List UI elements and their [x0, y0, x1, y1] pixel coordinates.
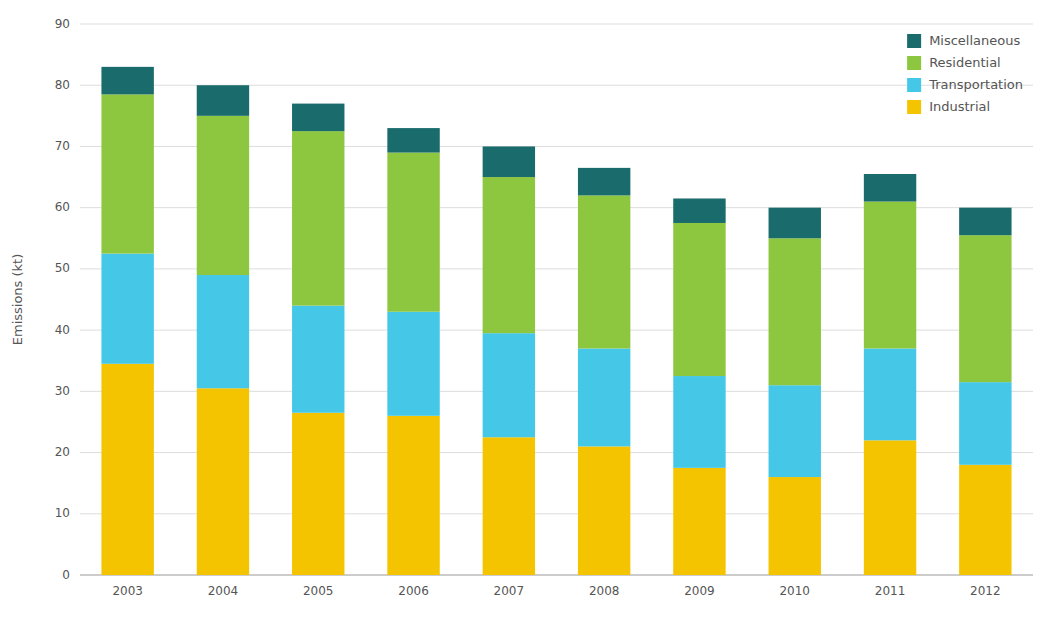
bar-segment [673, 223, 725, 376]
bar-segment [959, 235, 1011, 382]
bar-segment [197, 116, 249, 275]
legend-label: Transportation [928, 77, 1023, 92]
x-tick-label: 2009 [684, 584, 715, 598]
bar-segment [483, 437, 535, 575]
bar-segment [387, 128, 439, 152]
bar-segment [483, 146, 535, 177]
grid-line [80, 24, 1033, 25]
y-tick-label: 0 [62, 568, 70, 582]
y-tick-label: 80 [55, 78, 70, 92]
y-axis-label: Emissions (kt) [10, 254, 25, 346]
x-tick-label: 2011 [875, 584, 906, 598]
bar-segment [197, 388, 249, 575]
legend-label: Miscellaneous [929, 33, 1020, 48]
x-tick-label: 2003 [112, 584, 143, 598]
bar-segment [673, 198, 725, 222]
bar-segment [578, 168, 630, 196]
chart: 0 10 20 30 40 50 60 70 80 90 2003 2004 2005 2006 2007 2… [0, 0, 1053, 623]
bar-segment [101, 364, 153, 575]
bar-segment [578, 348, 630, 446]
legend-swatch [907, 34, 921, 48]
bar-segment [483, 177, 535, 333]
y-tick-label: 40 [55, 323, 70, 337]
bar-segment [387, 416, 439, 575]
x-tick-label: 2006 [398, 584, 429, 598]
grid [80, 24, 1033, 575]
y-tick-label: 30 [55, 384, 70, 398]
bar-segment [483, 333, 535, 437]
bar-segment [578, 195, 630, 348]
bar-segment [292, 306, 344, 413]
bar-segment [959, 208, 1011, 236]
legend-label: Industrial [929, 99, 990, 114]
bar-segment [673, 376, 725, 468]
y-tick-label: 90 [55, 17, 70, 31]
legend-swatch [907, 78, 921, 92]
y-tick-label: 10 [55, 506, 70, 520]
bar-segment [769, 208, 821, 239]
bar-segment [578, 446, 630, 575]
legend-swatch [907, 56, 921, 70]
bar-segment [864, 174, 916, 202]
bar-segment [864, 348, 916, 440]
bar-segment [769, 238, 821, 385]
bar-segment [292, 104, 344, 132]
x-tick-label: 2004 [208, 584, 239, 598]
bar-segment [769, 477, 821, 575]
bar-segment [197, 275, 249, 388]
bar-segment [197, 85, 249, 116]
y-tick-label: 70 [55, 139, 70, 153]
bars [101, 67, 1011, 575]
bar-segment [387, 312, 439, 416]
x-tick-label: 2007 [494, 584, 525, 598]
legend-swatch [907, 100, 921, 114]
bar-segment [959, 465, 1011, 575]
bar-segment [769, 385, 821, 477]
bar-segment [673, 468, 725, 575]
bar-segment [101, 94, 153, 253]
legend-label: Residential [929, 55, 1001, 70]
x-tick-label: 2008 [589, 584, 620, 598]
bar-segment [292, 131, 344, 305]
x-tick-label: 2005 [303, 584, 334, 598]
bar-segment [959, 382, 1011, 465]
bar-segment [101, 67, 153, 95]
bar-segment [101, 254, 153, 364]
x-tick-label: 2010 [779, 584, 810, 598]
bar-segment [292, 413, 344, 575]
y-tick-label: 50 [55, 261, 70, 275]
y-tick-label: 20 [55, 445, 70, 459]
bar-segment [864, 202, 916, 349]
x-tick-label: 2012 [970, 584, 1001, 598]
y-tick-label: 60 [55, 200, 70, 214]
bar-segment [387, 153, 439, 312]
axes: 0 10 20 30 40 50 60 70 80 90 2003 2004 2005 2006 2007 2… [55, 17, 1033, 599]
bar-segment [864, 440, 916, 575]
legend: Miscellaneous Residential Transportation In… [907, 33, 1023, 115]
